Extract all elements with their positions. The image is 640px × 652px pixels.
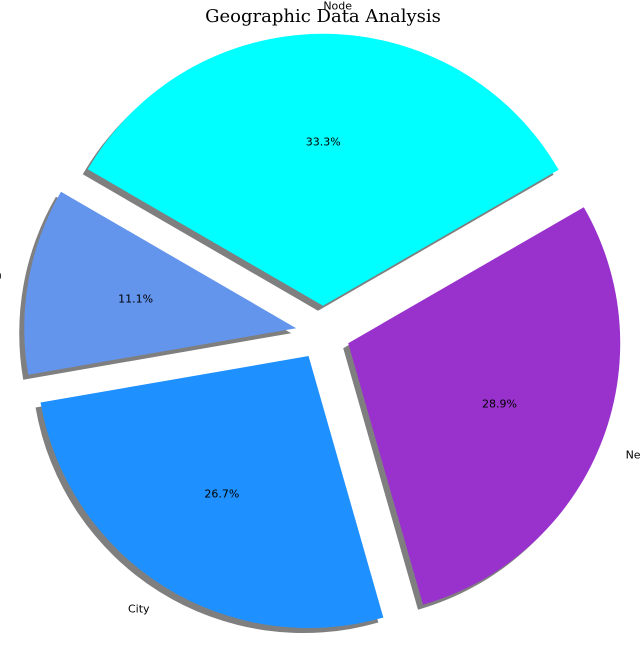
slice-percent-region: 11.1% (118, 292, 153, 305)
slice-label-city: City (128, 603, 150, 616)
slice-network (348, 207, 621, 605)
slice-city (40, 356, 384, 629)
slice-label-network: Network (626, 448, 640, 461)
slice-region (24, 191, 297, 375)
slice-node (87, 33, 559, 306)
slice-percent-node: 33.3% (306, 136, 341, 149)
chart-title: Geographic Data Analysis (205, 6, 441, 27)
slice-percent-network: 28.9% (482, 397, 517, 410)
slice-labels: Node 33.3% Region 11.1% City 26.7% Network 28.9… (0, 0, 640, 616)
pie-slices (24, 33, 621, 629)
slice-percent-city: 26.7% (204, 487, 239, 500)
slice-label-region: Region (0, 269, 2, 282)
slice-label-node: Node (323, 0, 352, 13)
